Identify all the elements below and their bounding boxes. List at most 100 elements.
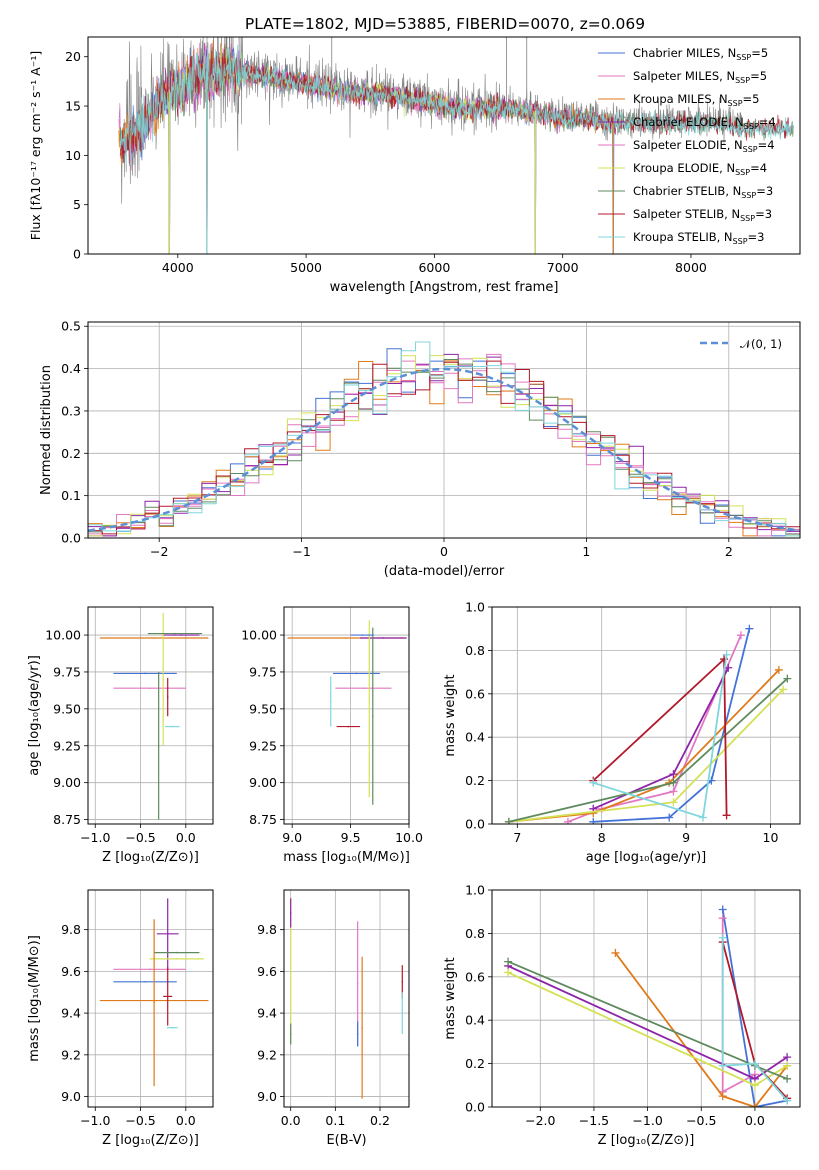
x-tick-label: 1 [582,544,590,559]
plus-marker [783,1074,792,1083]
panel-spectrum: 4000 5000 6000 7000 8000 0 5 10 15 20 wavelength [… [28,36,801,295]
data-point [157,744,160,747]
plus-marker [779,685,788,694]
y-tick-label: 0.4 [61,361,81,376]
legend-suffix: =3 [748,230,765,244]
data-point [175,958,178,960]
legend-suffix: =4 [758,138,775,152]
y-tick-label: 0.4 [465,730,485,745]
data-point [289,912,292,914]
x-tick-label: 0.1 [325,1113,345,1128]
legend-entry: Chabrier STELIB, NSSP=3 [633,184,773,200]
legend-entry: Salpeter ELODIE, NSSP=4 [633,138,775,154]
x-tick-label: 6000 [418,260,450,275]
plus-marker [589,817,598,824]
plus-marker [669,770,678,779]
model-spectrum-KroupaSTELIB [119,44,794,254]
data-point [361,1026,363,1029]
y-tick-label: 9.00 [53,775,81,790]
data-point [144,672,146,675]
x-tick-label: 0.2 [370,1113,390,1128]
plus-marker [718,905,727,914]
data-point [153,637,155,639]
plus-marker [611,948,620,957]
plus-marker [718,1092,727,1101]
data-point [144,981,146,983]
legend-entry: Kroupa STELIB, NSSP=3 [633,230,764,246]
x-axis-label: wavelength [Angstrom, rest frame] [330,280,559,295]
model-spectrum-KroupaELODIE [164,46,538,254]
plus-marker [750,1059,759,1068]
data-point [382,637,385,639]
legend-entry: Kroupa MILES, NSSP=5 [633,92,759,108]
y-axis-label: Normed distribution [39,365,54,495]
y-tick-label: 0.0 [465,817,485,832]
x-tick-label: 4000 [162,260,194,275]
y-tick-label: 9.50 [53,701,81,716]
model-spectrum-ChabrierSTELIB [119,46,794,254]
x-tick-label: 0 [440,544,448,559]
data-point [174,632,176,635]
x-axis-label: Z [log₁₀(Z/Z⊙)] [598,1133,695,1148]
x-tick-label: 0.0 [745,1113,765,1128]
weight-line-KroupaSTELIB [721,937,788,1102]
plus-marker [783,1061,792,1070]
y-tick-label: 9.8 [61,922,81,937]
panel-age_vs_mass: 9.0 9.5 10.0 8.75 9.00 9.25 9.50 9.75 10.00 mass … [241,606,423,865]
y-tick-label: 9.50 [249,701,277,716]
y-tick-label: 9.6 [257,964,277,979]
legend-subscript: SSP [735,168,750,177]
panel-mass_vs_EBV: 0.0 0.1 0.2 9.0 9.2 9.4 9.6 9.8 E(B-V) [257,889,410,1148]
axes-frame [491,889,801,1108]
x-tick-label: −2.0 [525,1113,555,1128]
x-tick-label: 0.0 [176,830,196,845]
weight-line-KroupaSTELIB [593,654,728,819]
y-axis-label: mass weight [443,674,458,756]
x-tick-label: −1.5 [579,1113,609,1128]
legend-suffix: =4 [759,115,776,129]
x-tick-label: 5000 [290,260,322,275]
legend-suffix: =3 [756,184,773,198]
y-tick-label: 0.6 [465,686,485,701]
y-tick-label: 0.8 [465,643,485,658]
legend-label: Kroupa STELIB, N [633,230,733,244]
y-tick-label: 8.75 [53,812,81,827]
x-tick-label: 7 [513,830,521,845]
x-tick-label: 7000 [547,260,579,275]
y-tick-label: 9.75 [249,664,277,679]
y-tick-label: 9.25 [249,738,277,753]
data-point [175,951,178,954]
plus-marker [718,1061,727,1070]
data-point [171,725,174,728]
axes-frame [491,606,801,825]
data-point [371,715,374,718]
legend-entry: Salpeter MILES, NSSP=5 [633,69,767,85]
y-axis-label: Flux [fλ10⁻¹⁷ erg cm⁻² s⁻¹ A⁻¹] [28,51,43,240]
histogram-KroupaSTELIB [88,341,800,537]
data-point [148,687,151,689]
weight-line-KroupaELODIE [508,688,784,823]
legend-subscript: SSP [728,99,743,108]
legend-suffix: =5 [751,46,768,60]
data-point [166,696,169,698]
x-axis-label: (data-model)/error [384,564,505,579]
panel-age_vs_Z: −1.0 −0.5 0.0 8.75 9.00 9.25 9.50 9.75 10.00 Z [l… [27,606,214,865]
legend-entry: Kroupa ELODIE, NSSP=4 [633,161,767,177]
y-tick-label: 20 [65,49,81,64]
data-point [166,995,169,998]
plus-marker [750,1081,759,1090]
axes-frame [283,889,410,1108]
x-tick-label: 0.0 [281,1113,301,1128]
panel-massweight_vs_age: 7 8 9 10 0.0 0.2 0.4 0.6 0.8 1.0 age [log₁₀(age/yr… [443,600,801,865]
model-spectrum-SalpeterSTELIB [119,43,794,254]
legend-label: Chabrier ELODIE, N [633,115,744,129]
data-point [148,968,151,971]
legend-subscript: SSP [733,237,748,246]
x-axis-label: Z [log₁₀(Z/Z⊙)] [102,1133,199,1148]
legend-subscript: SSP [743,145,758,154]
axes-frame [87,606,214,825]
y-tick-label: 0.0 [465,1100,485,1115]
plus-marker [783,1096,792,1105]
legend-subscript: SSP [735,76,750,85]
